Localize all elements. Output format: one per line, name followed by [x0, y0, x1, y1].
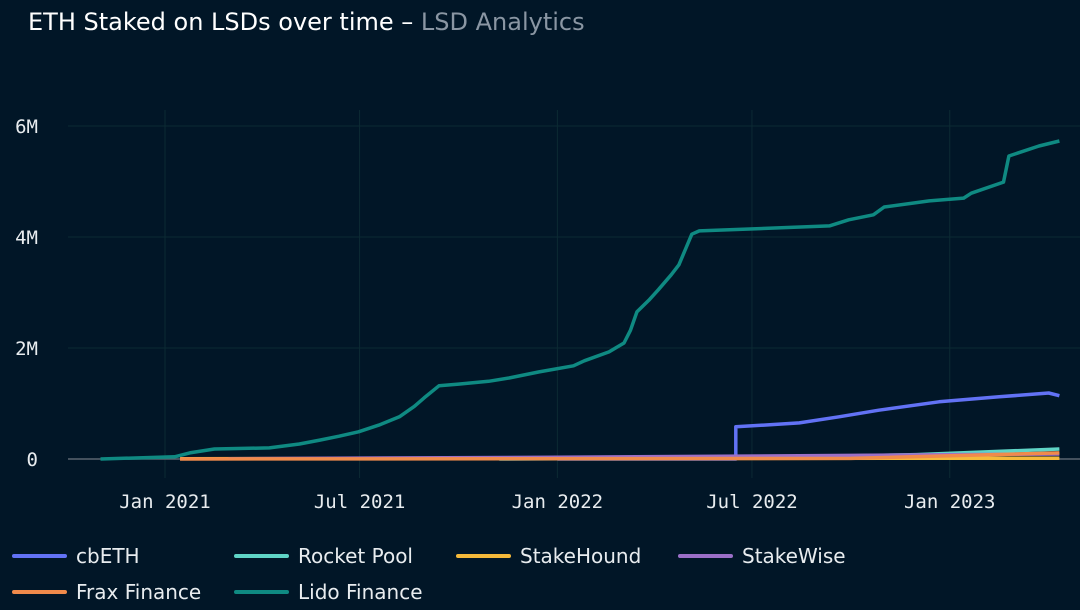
legend-swatch — [234, 590, 289, 594]
x-tick-label: Jan 2023 — [904, 491, 996, 513]
legend-swatch — [456, 554, 511, 558]
title-subtitle: LSD Analytics — [420, 8, 585, 36]
legend-swatch — [12, 590, 67, 594]
x-tick-label: Jan 2021 — [119, 491, 211, 513]
x-tick-label: Jul 2021 — [314, 491, 406, 513]
x-tick-label: Jan 2022 — [512, 491, 604, 513]
chart-title: ETH Staked on LSDs over time – LSD Analy… — [28, 8, 585, 36]
y-tick-label: 0 — [27, 449, 38, 471]
legend-label: cbETH — [76, 544, 140, 568]
legend-item[interactable]: Rocket Pool — [234, 538, 456, 574]
legend: cbETH Rocket Pool StakeHound StakeWise Frax … — [12, 538, 1012, 610]
legend-item[interactable]: cbETH — [12, 538, 234, 574]
legend-label: Lido Finance — [298, 580, 423, 604]
title-separator: – — [393, 8, 421, 36]
series-line-lido-finance — [100, 139, 1060, 461]
legend-swatch — [234, 554, 289, 558]
legend-item[interactable]: Frax Finance — [12, 574, 234, 610]
title-main: ETH Staked on LSDs over time — [28, 8, 394, 36]
legend-label: Frax Finance — [76, 580, 202, 604]
y-tick-label: 2M — [15, 338, 38, 360]
legend-item[interactable]: StakeWise — [678, 538, 900, 574]
legend-label: StakeWise — [742, 544, 846, 568]
x-tick-label: Jul 2022 — [706, 491, 798, 513]
y-tick-label: 4M — [15, 227, 38, 249]
y-tick-label: 6M — [15, 116, 38, 138]
legend-item[interactable]: StakeHound — [456, 538, 678, 574]
legend-label: Rocket Pool — [298, 544, 413, 568]
series-line-frax-finance — [180, 451, 1060, 461]
legend-item[interactable]: Lido Finance — [234, 574, 456, 610]
legend-swatch — [12, 554, 67, 558]
series-line-cbeth — [557, 391, 1060, 461]
legend-label: StakeHound — [520, 544, 642, 568]
legend-swatch — [678, 554, 733, 558]
